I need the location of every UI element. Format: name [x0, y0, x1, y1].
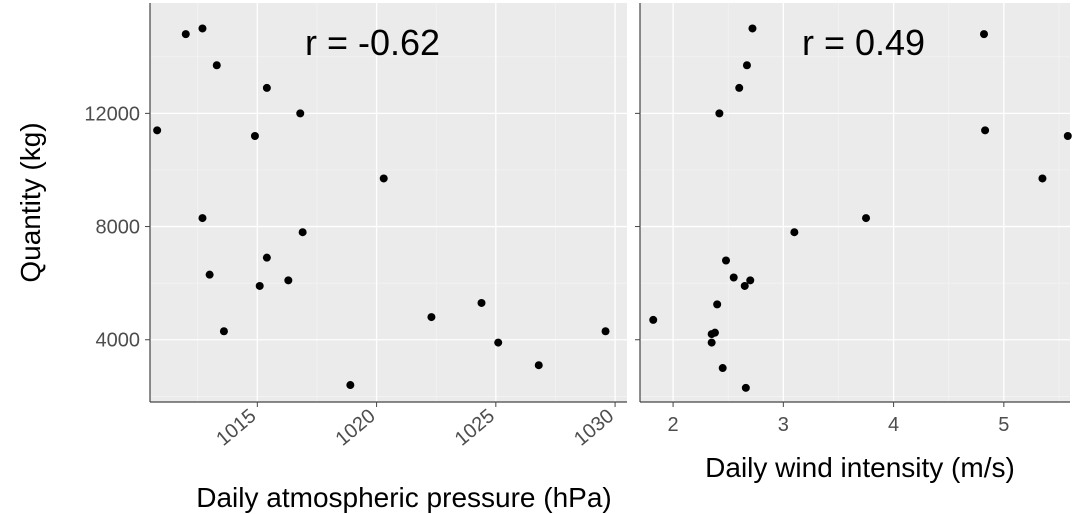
data-point [710, 328, 719, 337]
data-point [1038, 174, 1047, 183]
data-point [427, 313, 436, 322]
y-tick-label: 12000 [84, 103, 140, 125]
data-point [735, 83, 744, 92]
data-point [980, 30, 988, 39]
correlation-label: r = 0.49 [802, 22, 925, 63]
y-axis-title: Quantity (kg) [15, 122, 46, 282]
x-axis-title: Daily atmospheric pressure (hPa) [196, 482, 612, 513]
data-point [729, 273, 738, 282]
data-point [205, 270, 214, 279]
data-point [649, 315, 658, 324]
data-point [790, 228, 799, 237]
data-point [284, 276, 293, 285]
data-point [153, 126, 162, 135]
x-tick-label: 4 [888, 414, 899, 436]
data-point [250, 132, 259, 140]
correlation-label: r = -0.62 [305, 22, 440, 63]
data-point [181, 30, 190, 39]
data-point [715, 109, 724, 118]
data-point [346, 381, 355, 390]
data-point [296, 109, 305, 118]
data-point [601, 327, 610, 336]
panel-background-1 [150, 3, 627, 402]
data-point [212, 61, 221, 70]
data-point [740, 281, 749, 290]
x-axis-title: Daily wind intensity (m/s) [705, 452, 1015, 483]
data-point [1063, 132, 1072, 140]
data-point [477, 298, 486, 307]
data-point [262, 253, 271, 262]
data-point [748, 24, 757, 33]
data-point [198, 214, 207, 223]
x-tick-label: 2 [668, 414, 679, 436]
x-tick-label: 3 [778, 414, 789, 436]
x-tick-label: 1025 [451, 405, 499, 450]
x-tick-label: 1015 [212, 405, 260, 450]
data-point [741, 383, 750, 392]
data-point [198, 24, 207, 33]
data-point [742, 61, 751, 70]
data-point [718, 364, 727, 373]
x-tick-label: 1030 [570, 405, 618, 450]
x-tick-label: 1020 [332, 405, 380, 450]
data-point [379, 174, 388, 183]
data-point [534, 361, 543, 370]
data-point [862, 214, 871, 223]
data-point [722, 256, 730, 265]
data-point [298, 228, 307, 237]
data-point [262, 83, 271, 92]
data-point [981, 126, 990, 135]
data-point [707, 338, 716, 347]
y-tick-label: 8000 [96, 217, 141, 239]
x-tick-label: 5 [998, 414, 1009, 436]
y-tick-label: 4000 [96, 330, 141, 352]
data-point [494, 338, 503, 347]
data-point [713, 300, 722, 309]
data-point [219, 327, 228, 336]
data-point [255, 281, 264, 290]
data-point [746, 276, 755, 285]
